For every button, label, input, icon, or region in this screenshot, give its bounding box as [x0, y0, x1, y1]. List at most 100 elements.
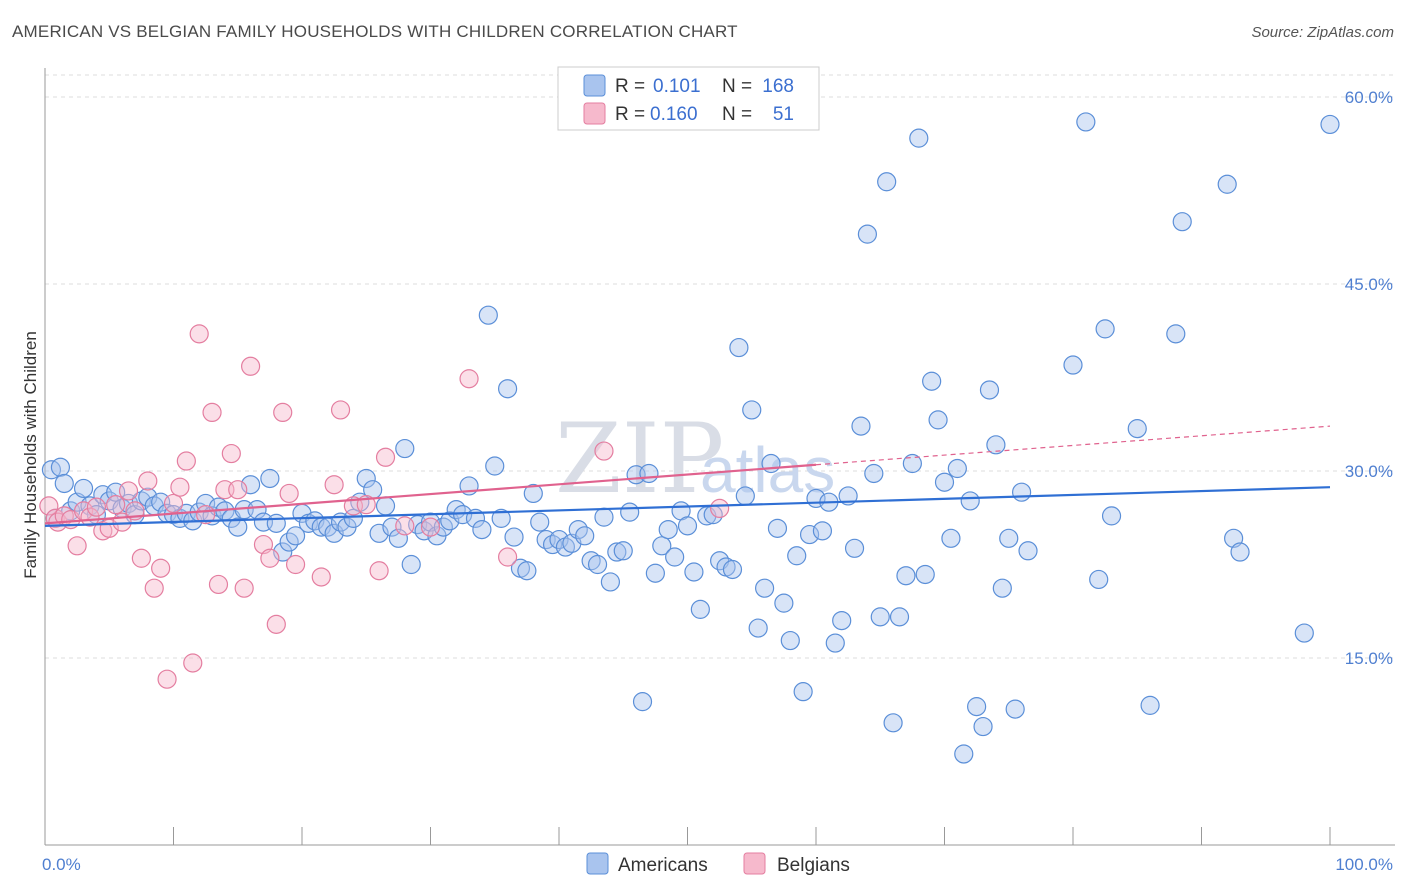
americans-point-77 — [530, 512, 550, 532]
bottom-legend-americans: Americans — [618, 855, 708, 876]
belgians-trend-line — [44, 463, 817, 525]
americans-point-75 — [517, 561, 537, 581]
belgians-point-44 — [369, 561, 389, 581]
americans-point-124 — [832, 610, 852, 631]
americans-point-76 — [523, 483, 543, 504]
bottom-legend: Americans Belgians — [586, 852, 850, 876]
americans-point-50 — [356, 468, 376, 489]
belgians-point-45 — [375, 447, 396, 467]
belgians-point-39 — [311, 567, 331, 587]
chart-title: AMERICAN VS BELGIAN FAMILY HOUSEHOLDS WI… — [12, 22, 738, 41]
americans-points — [41, 112, 1340, 764]
americans-point-158 — [1101, 506, 1122, 526]
watermark-atlas: atlas — [700, 434, 835, 506]
watermark: ZIP atlas — [555, 403, 835, 515]
americans-point-142 — [947, 458, 967, 479]
bottom-legend-belgians: Belgians — [777, 855, 850, 876]
belgians-point-40 — [324, 475, 344, 495]
legend-swatch-americans — [583, 74, 606, 97]
americans-point-69 — [478, 305, 498, 325]
americans-trend-line — [44, 486, 1331, 527]
americans-point-109 — [735, 486, 755, 506]
y-axis-label: Family Households with Children — [21, 331, 40, 579]
tick-labels: 15.0% 30.0% 45.0% 60.0% 0.0% 100.0% — [42, 88, 1393, 874]
axes — [44, 68, 1395, 846]
americans-point-107 — [722, 559, 743, 580]
americans-point-143 — [954, 744, 974, 764]
belgians-point-51 — [710, 498, 730, 518]
americans-point-126 — [844, 538, 865, 558]
belgians-point-26 — [202, 402, 222, 423]
trend-lines — [44, 425, 1331, 527]
belgians-point-30 — [228, 480, 248, 500]
belgians-point-0 — [39, 496, 59, 516]
americans-point-150 — [999, 528, 1019, 548]
americans-point-163 — [1217, 174, 1237, 194]
americans-point-138 — [922, 371, 942, 391]
americans-point-116 — [780, 630, 800, 651]
americans-point-108 — [729, 337, 749, 358]
americans-point-6 — [73, 478, 94, 499]
americans-point-162 — [1172, 212, 1192, 232]
americans-point-86 — [587, 554, 608, 575]
americans-point-70 — [485, 456, 505, 476]
belgians-point-29 — [221, 443, 241, 464]
belgians-point-16 — [138, 471, 158, 491]
americans-point-56 — [395, 438, 415, 459]
americans-point-101 — [684, 562, 704, 582]
belgians-point-27 — [208, 574, 229, 595]
americans-point-144 — [960, 491, 980, 511]
belgians-point-13 — [118, 481, 139, 501]
legend-n-label-belgians: N = — [722, 104, 752, 125]
x-tick-label-0: 0.0% — [42, 855, 81, 874]
bottom-legend-swatch-belgians — [743, 852, 766, 875]
americans-point-72 — [498, 379, 518, 399]
americans-point-136 — [909, 128, 929, 148]
americans-point-145 — [967, 697, 987, 717]
americans-point-117 — [787, 546, 807, 566]
americans-point-155 — [1076, 112, 1096, 132]
americans-point-55 — [388, 528, 408, 548]
americans-point-90 — [613, 541, 633, 561]
belgians-point-17 — [144, 578, 164, 598]
legend: R = 0.101 N = 168 R = 0.160 N = 51 — [557, 66, 820, 131]
belgians-point-46 — [395, 516, 415, 536]
americans-point-139 — [928, 410, 948, 430]
americans-point-110 — [742, 400, 762, 420]
americans-point-2 — [50, 457, 71, 477]
americans-point-100 — [677, 516, 698, 536]
americans-point-157 — [1095, 319, 1115, 339]
americans-point-148 — [986, 435, 1006, 455]
belgians-point-36 — [273, 402, 293, 423]
americans-point-129 — [864, 463, 884, 484]
americans-point-166 — [1294, 623, 1314, 643]
americans-point-159 — [1127, 419, 1147, 439]
y-tick-label-2: 45.0% — [1345, 275, 1393, 294]
americans-point-32 — [241, 475, 261, 495]
americans-point-97 — [658, 519, 678, 540]
americans-point-137 — [915, 564, 935, 585]
bottom-legend-swatch-americans — [586, 852, 609, 875]
legend-r-value-belgians: 0.160 — [650, 104, 698, 125]
americans-point-25 — [196, 493, 216, 514]
americans-point-167 — [1320, 114, 1340, 135]
americans-point-133 — [889, 607, 910, 627]
source-label: Source: ZipAtlas.com — [1251, 24, 1394, 41]
americans-point-88 — [600, 572, 621, 592]
americans-point-165 — [1230, 542, 1250, 562]
legend-n-value-americans: 168 — [762, 76, 794, 97]
belgians-point-48 — [459, 369, 479, 389]
americans-point-95 — [645, 563, 665, 583]
americans-point-68 — [472, 519, 492, 540]
americans-point-134 — [896, 566, 916, 586]
americans-point-35 — [260, 468, 280, 489]
belgians-point-21 — [170, 477, 190, 497]
americans-point-93 — [632, 692, 653, 712]
belgians-point-49 — [498, 547, 518, 567]
belgians-point-47 — [420, 517, 441, 537]
americans-point-160 — [1140, 695, 1160, 715]
americans-point-73 — [504, 527, 524, 547]
americans-point-102 — [690, 599, 710, 619]
legend-swatch-belgians — [583, 102, 606, 125]
belgians-point-7 — [80, 507, 100, 527]
